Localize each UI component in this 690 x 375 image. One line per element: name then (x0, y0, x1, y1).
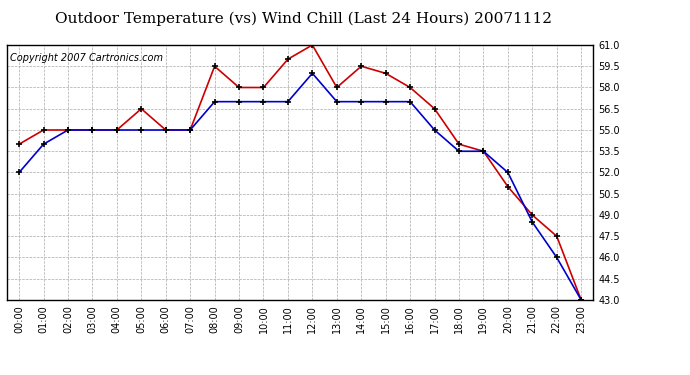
Text: Copyright 2007 Cartronics.com: Copyright 2007 Cartronics.com (10, 53, 163, 63)
Text: Outdoor Temperature (vs) Wind Chill (Last 24 Hours) 20071112: Outdoor Temperature (vs) Wind Chill (Las… (55, 11, 552, 26)
